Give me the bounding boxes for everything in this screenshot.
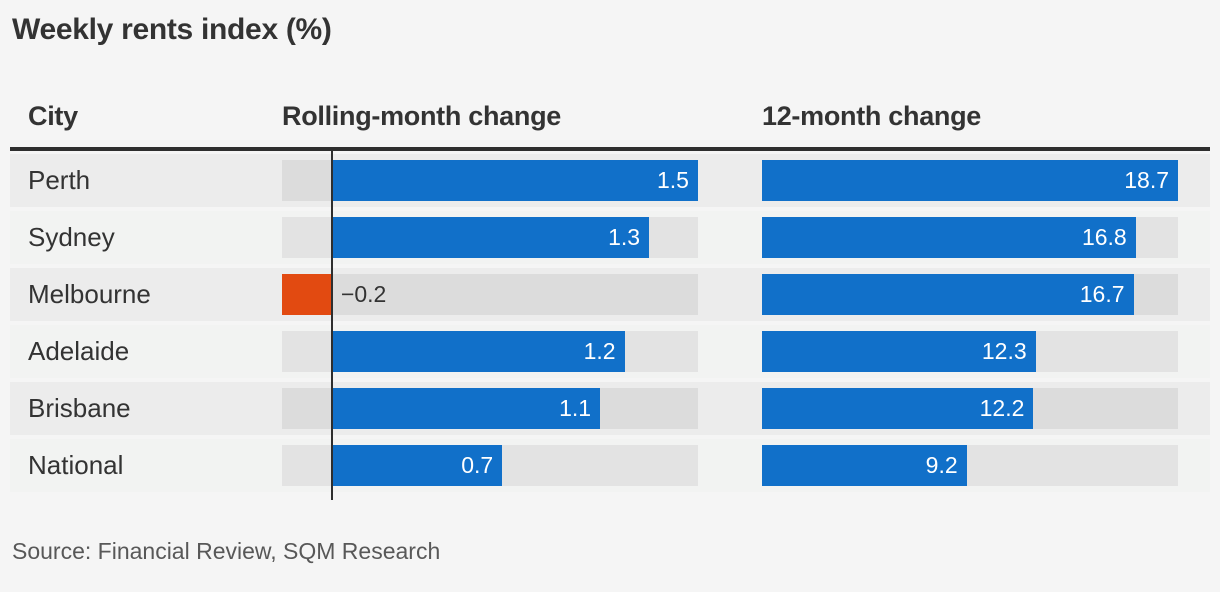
rolling-month-bar: 1.1	[330, 388, 601, 429]
twelve-month-cell: 9.2	[762, 439, 1178, 492]
bar-value-label: 9.2	[925, 452, 958, 478]
twelve-month-bar: 12.3	[762, 331, 1036, 372]
column-header-city: City	[28, 101, 78, 131]
column-headers: City Rolling-month change 12-month chang…	[10, 101, 1210, 151]
table-row: Melbourne −0.2 16.7	[10, 268, 1210, 321]
bar-value-label: 0.7	[461, 452, 494, 478]
chart-title: Weekly rents index (%)	[12, 13, 332, 46]
city-label: Adelaide	[28, 336, 130, 366]
twelve-month-bar: 12.2	[762, 388, 1034, 429]
bar-value-label: 16.8	[1081, 224, 1127, 250]
bar-value-label: 1.3	[608, 224, 641, 250]
zero-axis-line	[330, 151, 333, 500]
rows: Perth 1.5 18.7 Sydney 1.3 16.8 Melbourne −0.2 16…	[10, 151, 1210, 500]
table-row: Adelaide 1.2 12.3	[10, 325, 1210, 378]
column-gap	[698, 439, 762, 492]
source-note: Source: Financial Review, SQM Research	[12, 538, 441, 564]
chart-container: Weekly rents index (%) City Rolling-mont…	[10, 13, 1210, 564]
city-label: Melbourne	[28, 279, 151, 309]
rolling-month-cell: 1.5	[282, 154, 698, 207]
bar-value-label: 12.2	[979, 395, 1025, 421]
rolling-month-bar: 0.7	[330, 445, 503, 486]
column-header-12-month: 12-month change	[762, 101, 982, 131]
twelve-month-bar: 16.7	[762, 274, 1134, 315]
twelve-month-cell: 18.7	[762, 154, 1178, 207]
rolling-month-cell: −0.2	[282, 268, 698, 321]
rolling-month-cell: 0.7	[282, 439, 698, 492]
rolling-month-bar: 1.5	[330, 160, 698, 201]
bar-value-label: 18.7	[1124, 167, 1169, 193]
city-label: Perth	[28, 165, 91, 195]
rolling-month-bar: 1.2	[330, 331, 625, 372]
city-label: Sydney	[28, 222, 115, 252]
twelve-month-bar: 18.7	[762, 160, 1178, 201]
table-row: Sydney 1.3 16.8	[10, 211, 1210, 264]
bar-value-label: 1.1	[559, 395, 592, 421]
column-gap	[698, 382, 762, 435]
table-row: National 0.7 9.2	[10, 439, 1210, 492]
column-header-rolling-month: Rolling-month change	[282, 101, 561, 131]
column-gap	[698, 211, 762, 264]
rolling-month-cell: 1.2	[282, 325, 698, 378]
bar-track	[282, 274, 698, 315]
twelve-month-bar: 9.2	[762, 445, 967, 486]
column-gap	[698, 325, 762, 378]
column-gap	[698, 154, 762, 207]
rolling-month-cell: 1.1	[282, 382, 698, 435]
bar-value-label: 12.3	[981, 338, 1027, 364]
table-row: Brisbane 1.1 12.2	[10, 382, 1210, 435]
bar-value-label: 16.7	[1079, 281, 1125, 307]
column-gap	[698, 268, 762, 321]
rolling-month-cell: 1.3	[282, 211, 698, 264]
bar-value-label: −0.2	[340, 281, 387, 307]
city-label: National	[28, 450, 124, 480]
twelve-month-bar: 16.8	[762, 217, 1136, 258]
rolling-month-bar	[282, 274, 331, 315]
twelve-month-cell: 16.8	[762, 211, 1178, 264]
twelve-month-cell: 12.3	[762, 325, 1178, 378]
bar-value-label: 1.5	[657, 167, 689, 193]
twelve-month-cell: 16.7	[762, 268, 1178, 321]
twelve-month-cell: 12.2	[762, 382, 1178, 435]
bar-value-label: 1.2	[583, 338, 616, 364]
rolling-month-bar: 1.3	[330, 217, 650, 258]
city-label: Brisbane	[28, 393, 131, 423]
table-row: Perth 1.5 18.7	[10, 154, 1210, 207]
